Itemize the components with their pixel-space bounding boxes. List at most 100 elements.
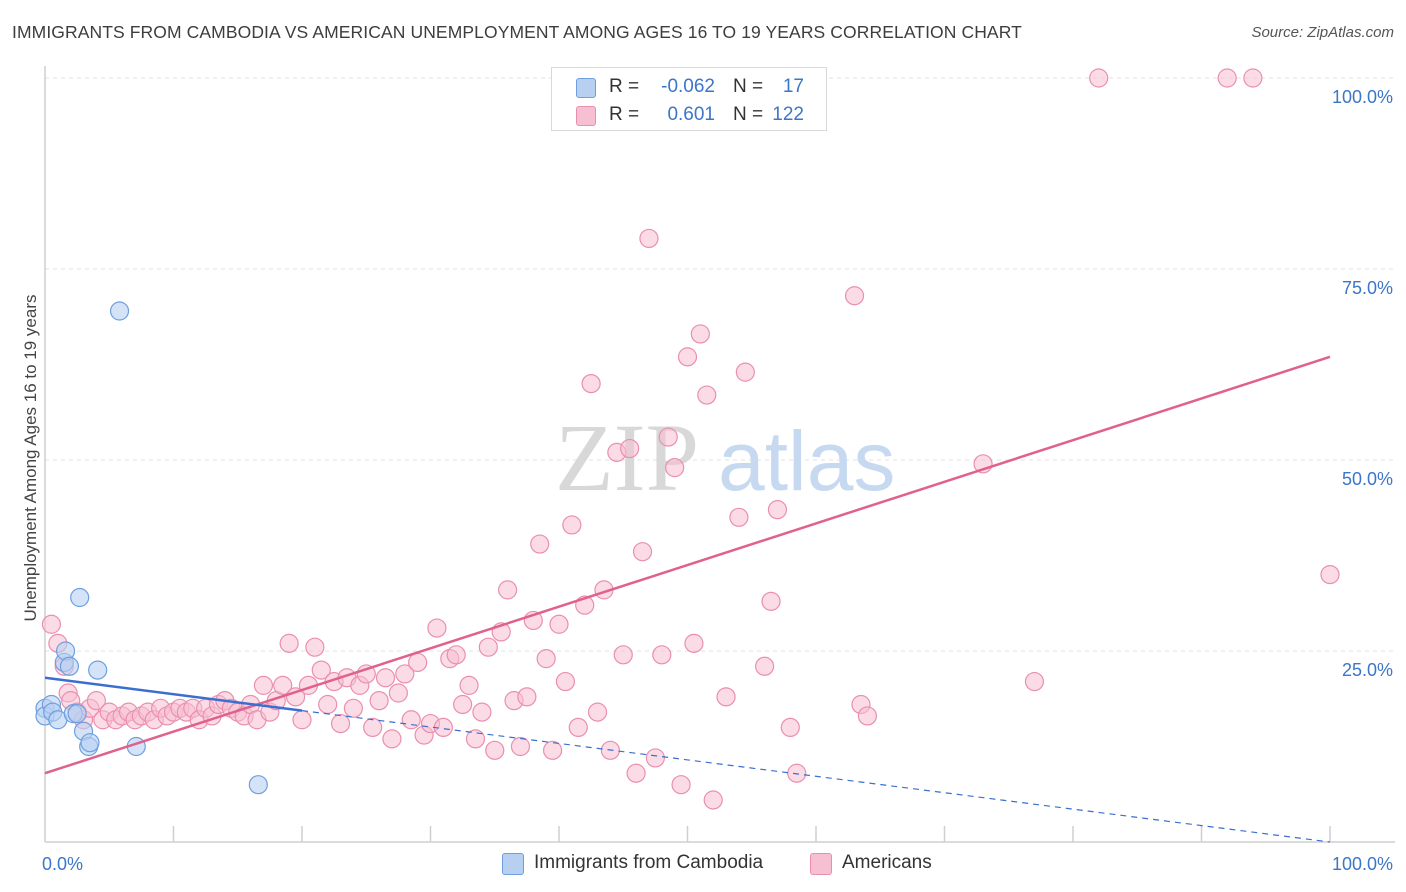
americans-point	[465, 729, 486, 749]
series-legend: Immigrants from Cambodia Americans	[0, 850, 1406, 880]
americans-point	[41, 614, 62, 634]
americans-point	[330, 713, 351, 734]
americans-point	[86, 691, 107, 711]
americans-point	[459, 675, 479, 695]
americans-point	[388, 683, 408, 703]
americans-point	[369, 691, 389, 711]
americans-point	[844, 286, 865, 306]
americans-point	[273, 675, 293, 695]
americans-point	[292, 710, 312, 730]
n-value: 122	[772, 104, 804, 125]
cambodia-legend-swatch	[502, 853, 524, 875]
americans-point	[684, 633, 704, 653]
americans-point	[1217, 68, 1237, 88]
americans-point	[408, 652, 428, 673]
americans-point	[510, 736, 531, 757]
americans-point	[318, 694, 338, 715]
americans-point	[311, 660, 331, 680]
americans-point	[568, 717, 588, 738]
y-tick-label: 100.0%	[1332, 87, 1393, 107]
americans-point	[703, 790, 723, 810]
americans-point	[555, 671, 576, 692]
americans-point	[780, 717, 800, 738]
cambodia-trend-extension	[301, 709, 1331, 843]
source-label: Source: ZipAtlas.com	[1251, 24, 1394, 41]
americans-point	[562, 515, 582, 535]
n-value: 17	[782, 76, 804, 97]
americans-point	[677, 347, 698, 367]
americans-point	[620, 438, 640, 459]
x-tick-label: 0.0%	[42, 854, 83, 874]
americans-swatch	[576, 106, 596, 126]
americans-point	[645, 748, 665, 768]
americans-point	[382, 729, 402, 749]
americans-point	[485, 740, 505, 760]
americans-legend-swatch	[810, 853, 832, 875]
americans-point	[375, 668, 396, 688]
y-axis-label: Unemployment Among Ages 16 to 19 years	[21, 295, 40, 622]
americans-point	[305, 637, 325, 657]
americans-point	[279, 633, 299, 653]
y-tick-label: 75.0%	[1342, 278, 1393, 298]
cambodia-trend-line	[44, 676, 303, 712]
americans-point	[363, 717, 383, 738]
americans-point	[478, 637, 498, 657]
americans-point	[395, 664, 415, 684]
americans-point	[1024, 671, 1045, 692]
americans-point	[1243, 68, 1263, 88]
americans-point	[626, 763, 646, 783]
americans-point	[697, 385, 717, 405]
americans-point	[549, 614, 569, 634]
legend-row-americans: R = 0.601 N = 122	[552, 101, 826, 129]
americans-point	[453, 694, 473, 715]
americans-point	[427, 618, 447, 638]
r-label: R =	[609, 76, 640, 97]
americans-point	[613, 645, 633, 665]
americans-points	[41, 68, 1340, 810]
cambodia-swatch	[576, 78, 596, 98]
americans-point	[754, 656, 775, 676]
americans-point	[343, 698, 363, 718]
n-label: N =	[733, 104, 764, 125]
americans-point	[735, 362, 755, 382]
americans-point	[652, 645, 672, 665]
americans-point	[1320, 564, 1340, 585]
americans-point	[542, 740, 563, 760]
americans-point	[632, 542, 653, 562]
americans-point	[517, 687, 537, 707]
n-label: N =	[733, 76, 764, 97]
americans-point	[690, 324, 710, 344]
tick-labels: 25.0% 50.0% 75.0% 100.0% 0.0% 100.0%	[42, 87, 1393, 874]
americans-point	[761, 591, 781, 611]
chart-title: IMMIGRANTS FROM CAMBODIA VS AMERICAN UNE…	[12, 22, 1022, 42]
americans-point	[530, 534, 550, 554]
americans-point	[581, 374, 601, 394]
trend-lines	[44, 355, 1331, 843]
r-label: R =	[609, 104, 640, 125]
legend-row-cambodia: R = -0.062 N = 17	[552, 73, 826, 101]
y-tick-label: 50.0%	[1342, 469, 1393, 489]
americans-point	[658, 427, 678, 447]
americans-point	[498, 580, 518, 600]
grid-lines	[45, 77, 1395, 652]
americans-trend-line	[44, 355, 1331, 775]
cambodia-point	[248, 775, 268, 795]
americans-point	[587, 702, 608, 722]
americans-point	[639, 228, 659, 249]
americans-point	[401, 710, 421, 730]
cambodia-point	[67, 704, 87, 724]
cambodia-points	[35, 301, 268, 795]
americans-point	[767, 500, 788, 520]
cambodia-point	[80, 733, 100, 753]
r-value: 0.601	[667, 104, 715, 125]
cambodia-legend-label: Immigrants from Cambodia	[534, 852, 764, 873]
x-tick-label: 100.0%	[1332, 854, 1393, 874]
watermark-atlas: atlas	[718, 414, 895, 508]
cambodia-point	[59, 656, 80, 676]
americans-legend-label: Americans	[842, 852, 932, 873]
americans-point	[1089, 68, 1109, 88]
cambodia-point	[70, 587, 90, 608]
americans-point	[729, 507, 749, 527]
cambodia-point	[109, 301, 130, 321]
